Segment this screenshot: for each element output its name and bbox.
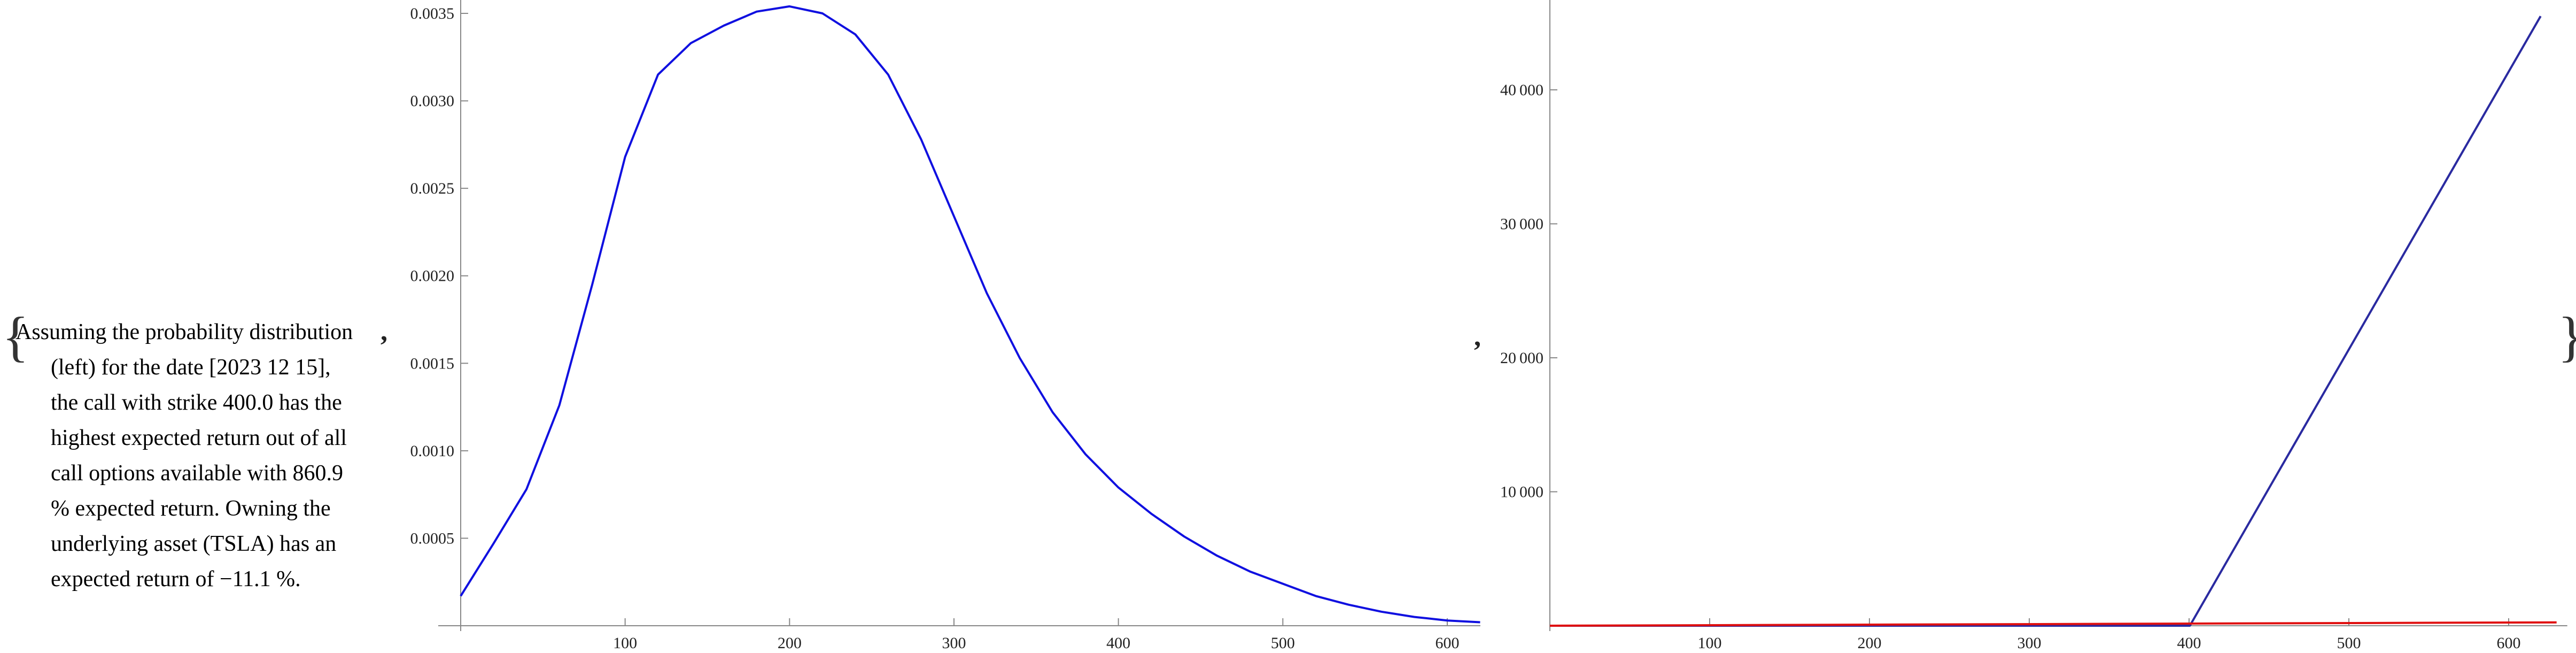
caption-line: expected return of −11.1 %. (51, 567, 301, 591)
y-tick-label: 10 000 (1500, 483, 1543, 501)
separator-comma-1: , (381, 316, 387, 347)
close-brace: } (2558, 309, 2576, 365)
y-tick-label: 0.0010 (410, 442, 455, 460)
caption-line: underlying asset (TSLA) has an (51, 532, 337, 556)
x-tick-label: 400 (1106, 634, 1130, 652)
caption-line: highest expected return out of all (51, 426, 347, 450)
open-brace: { (2, 306, 29, 367)
series-line (1549, 621, 2557, 627)
y-tick-label: 0.0005 (410, 529, 455, 547)
x-tick-label: 200 (778, 634, 802, 652)
x-tick-label: 300 (942, 634, 966, 652)
x-tick-label: 400 (2177, 634, 2201, 652)
x-tick-label: 600 (2497, 634, 2521, 652)
x-tick-label: 100 (1698, 634, 1722, 652)
y-tick-label: 0.0030 (410, 93, 455, 110)
x-tick-label: 300 (2018, 634, 2042, 652)
x-tick-label: 500 (1271, 634, 1295, 652)
x-tick-label: 500 (2337, 634, 2361, 652)
x-tick-label: 600 (1436, 634, 1460, 652)
y-tick-label: 40 000 (1500, 81, 1543, 99)
caption-line: (left) for the date [2023 12 15], (51, 355, 331, 380)
series-line (460, 5, 1480, 624)
x-tick-label: 100 (613, 634, 637, 652)
caption-line: the call with strike 400.0 has the (51, 390, 342, 415)
y-tick-label: 0.0035 (410, 5, 455, 22)
y-tick-label: 30 000 (1500, 216, 1543, 233)
probability-distribution-chart: 100 200 300 400 500 600 0.0005 0.0010 0.0015 0.00… (410, 0, 1480, 652)
payoff-chart: 100 200 300 400 500 600 10 000 20 000 30 000 40 0… (1500, 0, 2567, 652)
caption-line: % expected return. Owning the (51, 496, 331, 521)
y-tick-label: 0.0020 (410, 267, 455, 285)
caption-line: Assuming the probability distribution (15, 320, 353, 344)
caption-line: call options available with 860.9 (51, 461, 344, 486)
series-line (1550, 16, 2542, 627)
y-tick-label: 0.0015 (410, 355, 455, 372)
expected-return-caption: Assuming the probability distribution (le… (15, 314, 379, 597)
y-tick-label: 0.0025 (410, 180, 455, 197)
x-tick-label: 200 (1858, 634, 1882, 652)
y-tick-label: 20 000 (1500, 349, 1543, 367)
separator-comma-2: , (1474, 321, 1481, 352)
